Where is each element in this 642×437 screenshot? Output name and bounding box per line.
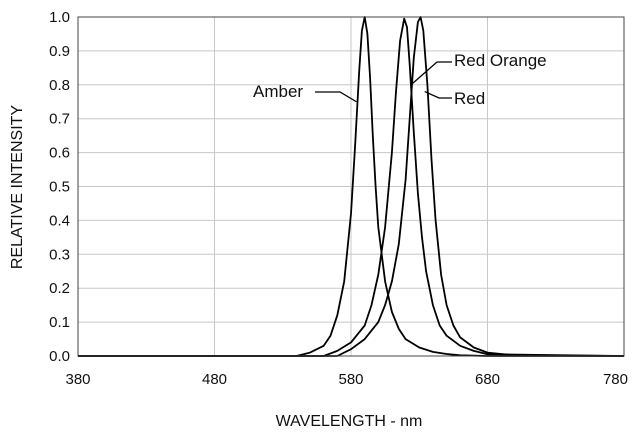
annotation-amber: Amber [253, 82, 357, 103]
x-tick-label: 480 [202, 371, 227, 388]
y-tick-label: 0.1 [49, 314, 70, 331]
series-line-red-orange [78, 17, 625, 357]
y-tick-label: 1.0 [49, 9, 70, 26]
annotation-leader-amber [315, 91, 357, 103]
x-tick-label: 680 [475, 371, 500, 388]
annotation-label-red: Red [454, 89, 485, 108]
annotation-red: Red [424, 89, 485, 108]
y-tick-label: 0.2 [49, 280, 70, 297]
y-tick-label: 0.8 [49, 77, 70, 94]
y-tick-label: 0.7 [49, 111, 70, 128]
y-tick-label: 0.4 [49, 212, 70, 229]
x-axis-title: WAVELENGTH - nm [276, 413, 423, 430]
y-tick-label: 0.9 [49, 43, 70, 60]
annotation-red-orange: Red Orange [410, 51, 547, 86]
y-tick-label: 0.6 [49, 145, 70, 162]
x-tick-label: 380 [65, 371, 90, 388]
plot-frame [77, 16, 625, 357]
y-tick-label: 0.3 [49, 246, 70, 263]
annotation-leader-red [424, 90, 452, 99]
y-axis-title: RELATIVE INTENSITY [9, 105, 26, 270]
annotation-label-amber: Amber [253, 82, 303, 101]
annotation-leader-red-orange [410, 61, 452, 86]
annotation-label-red-orange: Red Orange [454, 51, 547, 70]
x-tick-label: 780 [603, 371, 628, 388]
x-tick-label: 580 [338, 371, 363, 388]
y-tick-label: 0.0 [49, 348, 70, 365]
series-line-amber [78, 16, 624, 357]
y-tick-label: 0.5 [49, 179, 70, 196]
tick-labels: 0.0 0.1 0.2 0.3 0.4 0.5 0.6 0.7 0.8 0.9 1.0 380 480 5… [49, 9, 628, 388]
